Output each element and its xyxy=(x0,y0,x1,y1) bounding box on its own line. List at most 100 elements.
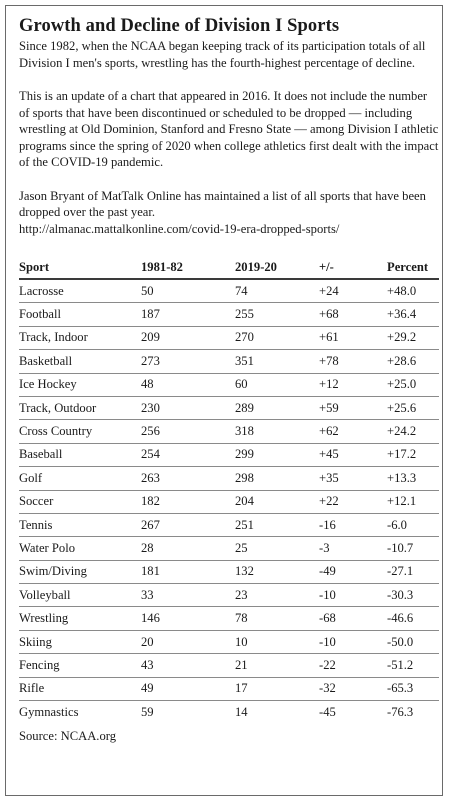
header-percent: Percent xyxy=(387,256,439,280)
value-2019-20-cell: 251 xyxy=(235,513,319,538)
value-2019-20-cell: 14 xyxy=(235,704,248,719)
value-1981-82-cell: 49 xyxy=(141,677,235,702)
sport-cell: Basketball xyxy=(19,349,141,374)
table-row: Skiing 20 10 -10 -50.0 xyxy=(19,630,439,655)
sport-cell: Cross Country xyxy=(19,419,141,444)
value-2019-20-cell: 289 xyxy=(235,396,319,421)
sport-cell: Track, Indoor xyxy=(19,326,141,351)
table-row: Ice Hockey 48 60 +12 +25.0 xyxy=(19,373,439,397)
table-row: Swim/Diving 181 132 -49 -27.1 xyxy=(19,560,439,585)
value-1981-82-cell: 59 xyxy=(141,704,154,719)
page-title: Growth and Decline of Division I Sports xyxy=(19,16,340,36)
sports-table: Sport 1981-82 2019-20 +/- Percent Lacros… xyxy=(19,256,439,723)
percent-cell: -10.7 xyxy=(387,536,439,561)
table-row: Tennis 267 251 -16 -6.0 xyxy=(19,513,439,538)
value-2019-20-cell: 132 xyxy=(235,560,319,585)
value-1981-82-cell: 146 xyxy=(141,606,235,631)
table-row: Gymnastics 59 14 -45 -76.3 xyxy=(19,701,439,724)
change-cell: -16 xyxy=(319,513,387,538)
change-cell: -10 xyxy=(319,583,387,608)
value-1981-82-cell: 273 xyxy=(141,349,235,374)
header-change: +/- xyxy=(319,256,387,280)
table-row: Wrestling 146 78 -68 -46.6 xyxy=(19,606,439,631)
value-1981-82-cell: 33 xyxy=(141,583,235,608)
percent-cell: +29.2 xyxy=(387,326,439,351)
sport-cell: Skiing xyxy=(19,630,141,655)
sport-cell: Fencing xyxy=(19,653,141,678)
percent-cell: +25.6 xyxy=(387,396,439,421)
sport-cell: Rifle xyxy=(19,677,141,702)
percent-cell: +28.6 xyxy=(387,349,439,374)
change-cell: +78 xyxy=(319,349,387,374)
value-2019-20-cell: 270 xyxy=(235,326,319,351)
sport-cell: Baseball xyxy=(19,443,141,468)
value-2019-20-cell: 318 xyxy=(235,419,319,444)
table-body: Lacrosse 50 74 +24 +48.0 Football 187 255 +68 +36… xyxy=(19,279,439,723)
change-cell: -49 xyxy=(319,560,387,585)
change-cell: +45 xyxy=(319,443,387,468)
change-cell: -32 xyxy=(319,677,387,702)
change-cell: -3 xyxy=(319,536,387,561)
percent-cell: +13.3 xyxy=(387,466,439,491)
table-row: Lacrosse 50 74 +24 +48.0 xyxy=(19,279,439,304)
percent-cell: +36.4 xyxy=(387,302,439,327)
change-cell: -45 xyxy=(319,704,336,719)
sport-cell: Soccer xyxy=(19,490,141,514)
header-2019-20: 2019-20 xyxy=(235,256,319,280)
value-2019-20-cell: 21 xyxy=(235,653,319,678)
sport-cell: Track, Outdoor xyxy=(19,396,141,421)
value-2019-20-cell: 10 xyxy=(235,630,319,655)
change-cell: +24 xyxy=(319,279,387,304)
value-2019-20-cell: 74 xyxy=(235,279,319,304)
sport-cell: Swim/Diving xyxy=(19,560,141,585)
table-row: Fencing 43 21 -22 -51.2 xyxy=(19,653,439,678)
sport-cell: Ice Hockey xyxy=(19,373,141,397)
source-note: Source: NCAA.org xyxy=(19,729,117,744)
sport-cell: Tennis xyxy=(19,513,141,538)
value-1981-82-cell: 43 xyxy=(141,653,235,678)
value-1981-82-cell: 263 xyxy=(141,466,235,491)
value-1981-82-cell: 50 xyxy=(141,279,235,304)
article-frame: Growth and Decline of Division I Sports … xyxy=(5,5,443,796)
percent-cell: -6.0 xyxy=(387,513,439,538)
change-cell: +61 xyxy=(319,326,387,351)
value-2019-20-cell: 299 xyxy=(235,443,319,468)
table-row: Track, Outdoor 230 289 +59 +25.6 xyxy=(19,396,439,421)
change-cell: +59 xyxy=(319,396,387,421)
percent-cell: -30.3 xyxy=(387,583,439,608)
change-cell: -10 xyxy=(319,630,387,655)
change-cell: -22 xyxy=(319,653,387,678)
value-2019-20-cell: 17 xyxy=(235,677,319,702)
header-sport: Sport xyxy=(19,256,141,280)
value-2019-20-cell: 78 xyxy=(235,606,319,631)
percent-cell: -27.1 xyxy=(387,560,439,585)
value-1981-82-cell: 209 xyxy=(141,326,235,351)
table-row: Baseball 254 299 +45 +17.2 xyxy=(19,443,439,468)
value-1981-82-cell: 254 xyxy=(141,443,235,468)
change-cell: +62 xyxy=(319,419,387,444)
table-row: Golf 263 298 +35 +13.3 xyxy=(19,466,439,491)
dropped-sports-link[interactable]: http://almanac.mattalkonline.com/covid-1… xyxy=(19,221,340,236)
sport-cell: Volleyball xyxy=(19,583,141,608)
change-cell: +35 xyxy=(319,466,387,491)
bryant-paragraph: Jason Bryant of MatTalk Online has maint… xyxy=(19,188,439,238)
table-row: Rifle 49 17 -32 -65.3 xyxy=(19,677,439,702)
percent-cell: +24.2 xyxy=(387,419,439,444)
sport-cell: Football xyxy=(19,302,141,327)
intro-paragraph: Since 1982, when the NCAA began keeping … xyxy=(19,39,426,70)
table-row: Basketball 273 351 +78 +28.6 xyxy=(19,349,439,374)
percent-cell: +48.0 xyxy=(387,279,439,304)
value-2019-20-cell: 351 xyxy=(235,349,319,374)
value-1981-82-cell: 48 xyxy=(141,373,235,397)
percent-cell: -65.3 xyxy=(387,677,439,702)
change-cell: +12 xyxy=(319,373,387,397)
percent-cell: +25.0 xyxy=(387,373,439,397)
sport-cell: Gymnastics xyxy=(19,704,79,719)
value-2019-20-cell: 25 xyxy=(235,536,319,561)
value-2019-20-cell: 204 xyxy=(235,490,319,514)
percent-cell: +12.1 xyxy=(387,490,439,514)
percent-cell: -51.2 xyxy=(387,653,439,678)
value-1981-82-cell: 28 xyxy=(141,536,235,561)
value-2019-20-cell: 60 xyxy=(235,373,319,397)
bryant-text: Jason Bryant of MatTalk Online has maint… xyxy=(19,188,426,220)
